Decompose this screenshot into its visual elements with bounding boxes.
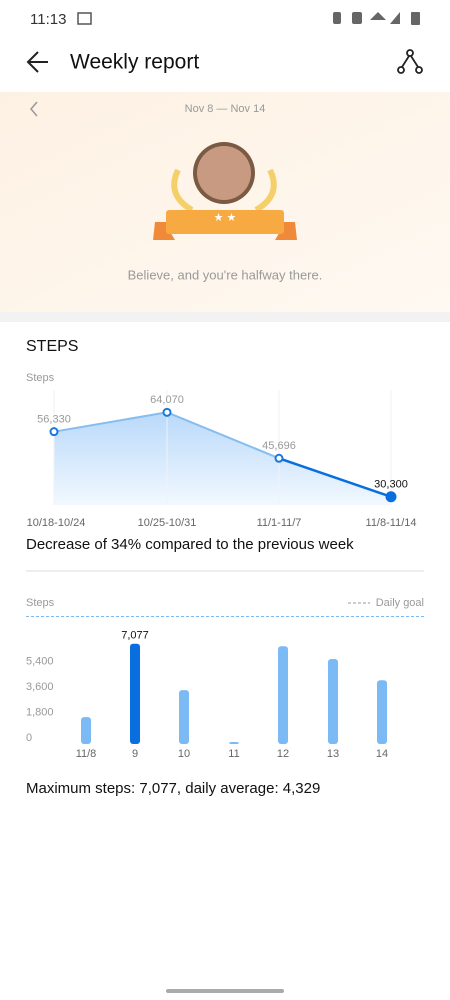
svg-text:★ ★: ★ ★ [214, 212, 237, 224]
y-axis-label: Steps [26, 597, 55, 609]
section-title: STEPS [26, 338, 78, 355]
point [274, 453, 284, 463]
prev-week[interactable] [30, 101, 38, 117]
date-range: Nov 8 — Nov 14 [185, 103, 266, 115]
quote: Believe, and you're halfway there. [128, 267, 323, 282]
x-tick-label: 12 [277, 748, 289, 760]
home-indicator [166, 989, 284, 993]
point [385, 491, 397, 503]
status-time: 11:13 [30, 11, 66, 28]
y-tick-label: 3,600 [26, 681, 54, 693]
bar [278, 646, 288, 744]
y-axis-label: Steps [26, 372, 55, 384]
value-label: 30,300 [374, 479, 408, 491]
x-tick-label: 13 [327, 748, 339, 760]
page-title: Weekly report [70, 51, 199, 74]
bar [328, 659, 338, 744]
footer-summary: Maximum steps: 7,077, daily average: 4,3… [26, 780, 320, 797]
x-tick-label: 11 [228, 748, 239, 760]
x-tick-label: 9 [132, 748, 138, 760]
bar [81, 717, 91, 744]
value-label: 56,330 [37, 414, 71, 426]
x-tick-label: 10/18-10/24 [27, 517, 86, 529]
award: ★ ★ [153, 142, 297, 240]
y-tick-label: 0 [26, 732, 32, 744]
value-label: 7,077 [121, 630, 149, 642]
y-tick-label: 1,800 [26, 706, 54, 718]
back-button[interactable] [26, 51, 48, 73]
point [49, 427, 59, 437]
legend-label: Daily goal [376, 597, 424, 609]
bar [377, 680, 387, 744]
x-tick-label: 11/1-11/7 [257, 517, 302, 529]
gallery-icon [77, 12, 92, 25]
change-summary: Decrease of 34% compared to the previous… [26, 536, 354, 553]
point [162, 407, 172, 417]
value-label: 45,696 [262, 440, 296, 452]
x-tick-label: 14 [376, 748, 388, 760]
area [54, 412, 391, 505]
status-icons [333, 12, 420, 25]
y-tick-label: 5,400 [26, 655, 54, 667]
bar [130, 643, 140, 744]
x-tick-label: 11/8 [76, 748, 97, 760]
bar [229, 742, 239, 744]
line-latest [278, 457, 392, 498]
x-tick-label: 10 [178, 748, 190, 760]
separator [0, 312, 450, 322]
share-button[interactable] [397, 49, 423, 74]
value-label: 64,070 [150, 394, 184, 406]
x-tick-label: 10/25-10/31 [138, 517, 197, 529]
x-tick-label: 11/8-11/14 [366, 517, 417, 529]
bar [179, 690, 189, 744]
